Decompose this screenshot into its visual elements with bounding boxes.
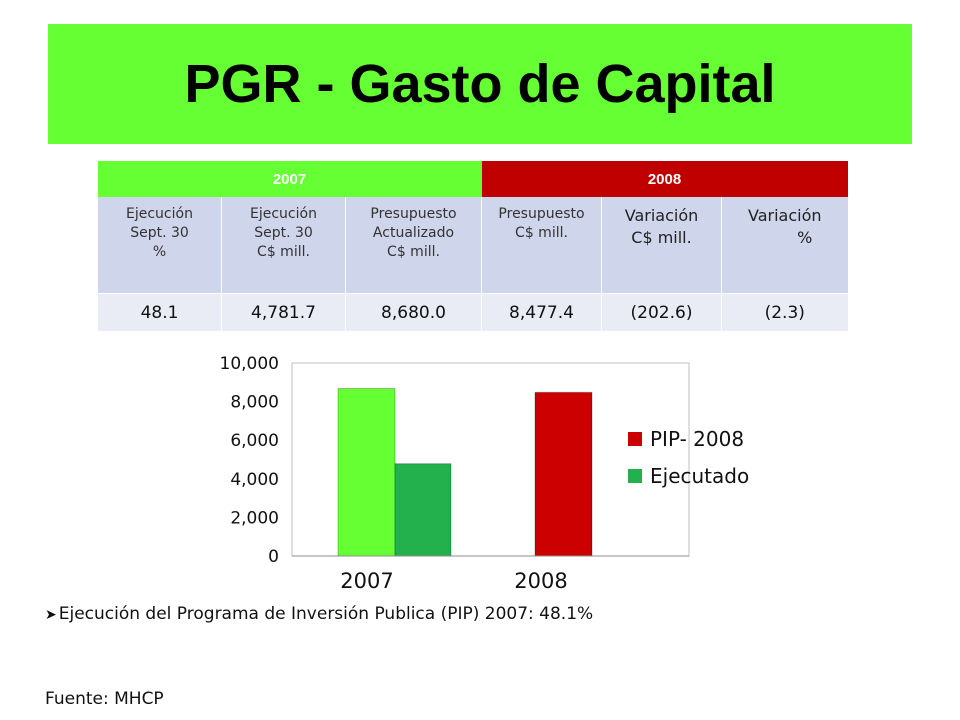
header-line: Variación (624, 206, 699, 225)
col-header-ejecucion-pct: Ejecución Sept. 30 % (97, 197, 222, 294)
page-title: PGR - Gasto de Capital (184, 54, 776, 114)
x-tick-label: 2008 (514, 569, 567, 593)
y-tick-label: 4,000 (230, 470, 279, 490)
legend: PIP- 2008 Ejecutado (628, 427, 749, 488)
summary-table: 2007 2008 Ejecución Sept. 30 % Ejecución… (97, 161, 848, 331)
value-cell: 8,680.0 (345, 293, 482, 331)
header-line: C$ mill. (631, 228, 692, 247)
header-line: C$ mill. (515, 225, 568, 241)
source-note: Fuente: MHCP (45, 689, 164, 709)
legend-label-pip: PIP- 2008 (650, 427, 744, 451)
legend-swatch-pip (628, 432, 642, 446)
header-line: Presupuesto (498, 206, 585, 222)
y-tick-label: 6,000 (230, 431, 279, 451)
year-header-row: 2007 2008 (97, 161, 848, 197)
header-line: Sept. 30 (254, 225, 313, 241)
header-line: Actualizado (372, 225, 455, 241)
col-header-presupuesto-actualizado: Presupuesto Actualizado C$ mill. (345, 197, 482, 294)
value-cell: 4,781.7 (221, 293, 346, 331)
header-line: Sept. 30 (130, 225, 189, 241)
header-line: Ejecución (126, 206, 193, 222)
arrow-bullet-icon: ➤ (45, 607, 57, 623)
bullet-point: ➤ Ejecución del Programa de Inversión Pub… (45, 604, 593, 624)
header-line: % (797, 228, 813, 247)
bar-2007-ejecutado (394, 463, 452, 557)
header-line: C$ mill. (257, 244, 310, 260)
col-header-presupuesto-2008: Presupuesto C$ mill. (481, 197, 602, 294)
header-line: % (152, 244, 167, 260)
legend-swatch-ejecutado (628, 469, 642, 483)
column-header-row: Ejecución Sept. 30 % Ejecución Sept. 30 … (97, 197, 848, 294)
value-cell: (2.3) (721, 293, 848, 331)
header-line: Ejecución (250, 206, 317, 222)
value-cell: 48.1 (97, 293, 222, 331)
value-cell: (202.6) (601, 293, 722, 331)
bar-2007-pip (337, 387, 396, 557)
header-line: Variación (747, 206, 822, 225)
col-header-variacion-mill: Variación C$ mill. (601, 197, 722, 294)
y-tick-label: 8,000 (230, 393, 279, 413)
bar-2008-pip (534, 391, 593, 557)
col-header-variacion-pct: Variación % (721, 197, 848, 294)
y-tick-label: 2,000 (230, 508, 279, 528)
y-tick-label: 10,000 (220, 354, 279, 374)
bullet-text: Ejecución del Programa de Inversión Publ… (58, 604, 594, 624)
x-tick-label: 2007 (340, 569, 393, 593)
header-line: Presupuesto (370, 206, 457, 222)
y-tick-label: 0 (268, 547, 279, 567)
year-2007-header: 2007 (97, 161, 482, 197)
year-2008-header: 2008 (481, 161, 848, 197)
values-row: 48.1 4,781.7 8,680.0 8,477.4 (202.6) (2.… (97, 293, 848, 331)
header-line: C$ mill. (387, 244, 440, 260)
title-banner: PGR - Gasto de Capital (48, 24, 912, 144)
value-cell: 8,477.4 (481, 293, 602, 331)
y-axis-ticks: 10,000 8,000 6,000 4,000 2,000 0 (220, 354, 279, 567)
bars (337, 387, 593, 557)
legend-label-ejecutado: Ejecutado (650, 464, 749, 488)
capital-spending-chart: 10,000 8,000 6,000 4,000 2,000 0 2007 2008 PI… (220, 354, 750, 593)
col-header-ejecucion-mill: Ejecución Sept. 30 C$ mill. (221, 197, 346, 294)
